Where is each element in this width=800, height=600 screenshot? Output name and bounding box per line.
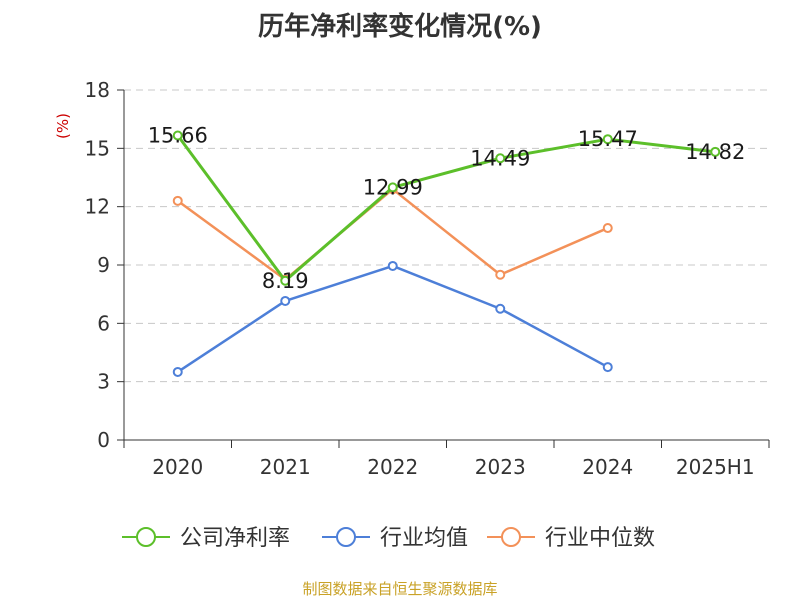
data-point: [280, 275, 291, 286]
data-point: [495, 153, 506, 164]
y-tick-label: 12: [85, 195, 110, 219]
data-point: [387, 260, 398, 271]
x-tick-label: 2020: [152, 455, 203, 479]
data-point: [602, 223, 613, 234]
x-tick-label: 2024: [582, 455, 633, 479]
data-point: [280, 295, 291, 306]
data-label: 12.99: [363, 175, 423, 199]
y-tick-label: 3: [97, 370, 110, 394]
legend-swatch-marker: [136, 527, 156, 547]
chart-title: 历年净利率变化情况(%): [258, 12, 542, 42]
data-point: [172, 366, 183, 377]
axis-layer: 0 3 6 9 12 15 18 2020 2021 2022 2023 2024 2025H1 (%): [54, 78, 770, 479]
data-point: [387, 182, 398, 193]
legend: 公司净利率 行业均值 行业中位数: [122, 526, 655, 551]
data-point: [495, 303, 506, 314]
data-label: 15.66: [148, 124, 208, 148]
data-point: [495, 269, 506, 280]
x-tick-label: 2022: [367, 455, 418, 479]
grid-layer: [124, 89, 769, 383]
y-axis-label: (%): [54, 113, 72, 139]
data-label: 8.19: [262, 269, 309, 293]
legend-swatch-marker: [336, 527, 356, 547]
data-label: 14.49: [470, 146, 530, 170]
data-point: [172, 195, 183, 206]
y-tick-label: 15: [85, 136, 110, 160]
series-line-0: [176, 134, 716, 283]
data-point: [172, 130, 183, 141]
data-label-layer: 15.66 8.19 12.99 14.49 15.47 14.82: [148, 124, 746, 293]
data-label: 14.82: [685, 140, 745, 164]
x-tick-label: 2023: [475, 455, 526, 479]
data-point: [602, 362, 613, 373]
y-tick-label: 9: [97, 253, 110, 277]
data-source-note: 制图数据来自恒生聚源数据库: [302, 580, 498, 598]
x-tick-label: 2021: [260, 455, 311, 479]
data-label: 15.47: [578, 127, 638, 151]
y-tick-label: 18: [85, 78, 110, 102]
data-point: [710, 146, 721, 157]
legend-label: 行业中位数: [545, 526, 655, 551]
legend-swatch-marker: [501, 527, 521, 547]
y-tick-label: 6: [97, 311, 110, 335]
y-tick-label: 0: [97, 428, 110, 452]
series-line-1: [177, 264, 609, 373]
series-layer: [172, 130, 721, 377]
legend-label: 公司净利率: [180, 526, 290, 551]
x-tick-label: 2025H1: [676, 455, 755, 479]
data-point: [602, 134, 613, 145]
legend-label: 行业均值: [380, 526, 468, 551]
